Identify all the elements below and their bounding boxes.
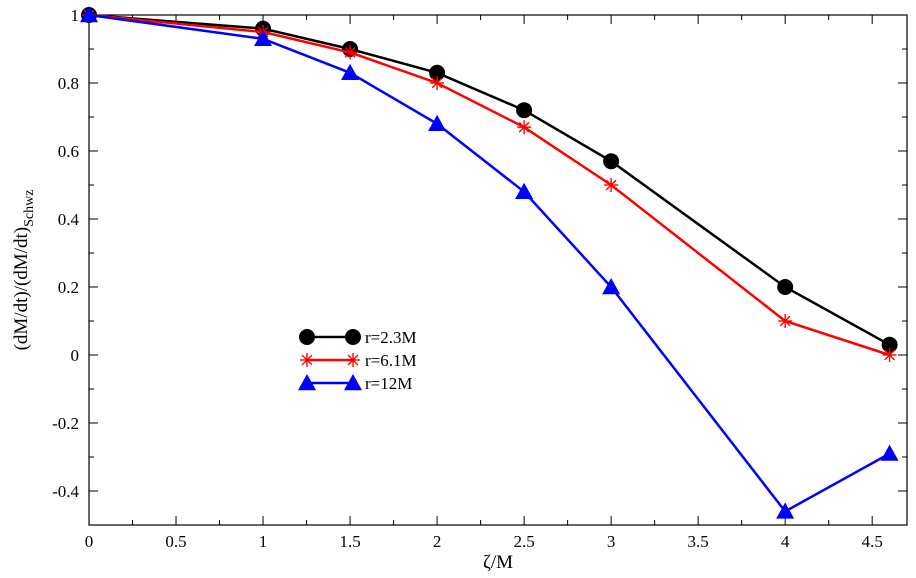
x-axis: 0 0.5 1 1.5 2 2.5 3 3.5 4 4.5 [85, 15, 883, 551]
series-r=2.3M [81, 7, 898, 353]
data-point [602, 278, 621, 295]
series-line [88, 13, 891, 514]
legend-label: r=12M [365, 374, 412, 393]
x-tick-label: 3.5 [688, 532, 709, 551]
y-tick-label: 1 [71, 6, 80, 25]
data-point [881, 336, 898, 353]
legend-item: r=6.1M [300, 351, 417, 370]
x-tick-label: 2.5 [513, 532, 534, 551]
y-axis-label-group: (dM/dt)/(dM/dt)Schwz [11, 190, 37, 351]
legend-marker [299, 329, 315, 345]
data-point [604, 178, 619, 192]
data-point [341, 63, 360, 80]
legend-marker [344, 374, 362, 391]
data-point [516, 102, 533, 119]
plot-frame [88, 14, 908, 526]
y-axis-label: (dM/dt)/(dM/dt) [11, 227, 32, 351]
y-tick-label: 0.2 [58, 278, 79, 297]
x-axis-label: ζ/M [483, 552, 513, 573]
y-tick-label: -0.2 [52, 414, 79, 433]
series-line [88, 13, 890, 357]
data-point [880, 444, 899, 461]
x-tick-label: 4.5 [862, 532, 883, 551]
legend-marker [300, 353, 314, 367]
legend-marker [346, 353, 360, 367]
y-axis: -0.4 -0.2 0 0.2 0.4 0.6 0.8 1 [52, 6, 907, 526]
x-tick-label: 0 [85, 532, 94, 551]
x-tick-label: 1.5 [339, 532, 360, 551]
data-point [882, 348, 897, 362]
data-point [430, 76, 445, 90]
legend: r=2.3M r=6.1M r=12M [298, 328, 417, 393]
data-point [776, 502, 795, 519]
y-tick-label: -0.4 [52, 482, 79, 501]
series-r=6.1M [82, 8, 897, 362]
x-tick-label: 1 [259, 532, 268, 551]
series-line [88, 13, 891, 346]
legend-item: r=2.3M [299, 328, 417, 347]
legend-label: r=6.1M [365, 351, 417, 370]
y-tick-label: 0.4 [58, 210, 80, 229]
data-point [254, 29, 273, 46]
data-point [80, 6, 98, 23]
x-tick-label: 4 [781, 532, 790, 551]
data-point [778, 314, 793, 328]
legend-label: r=2.3M [365, 328, 417, 347]
series-layer [80, 6, 899, 519]
data-point [429, 64, 446, 81]
legend-item: r=12M [298, 374, 412, 393]
data-point [343, 45, 358, 60]
data-point [428, 114, 447, 131]
data-point [517, 120, 532, 135]
y-tick-label: 0 [71, 346, 80, 365]
data-point [603, 153, 620, 170]
data-point [515, 182, 534, 199]
y-tick-label: 0.6 [58, 142, 79, 161]
legend-marker [298, 374, 316, 391]
y-tick-label: 0.8 [58, 74, 79, 93]
legend-marker [345, 329, 361, 345]
x-tick-label: 0.5 [165, 532, 186, 551]
x-tick-label: 2 [433, 532, 442, 551]
svg-text:(dM/dt)/(dM/dt)Schwz: (dM/dt)/(dM/dt)Schwz [11, 190, 37, 351]
y-axis-label-subscript: Schwz [22, 190, 37, 227]
data-point [777, 279, 794, 295]
x-tick-label: 3 [607, 532, 616, 551]
series-r=12M [80, 6, 899, 519]
